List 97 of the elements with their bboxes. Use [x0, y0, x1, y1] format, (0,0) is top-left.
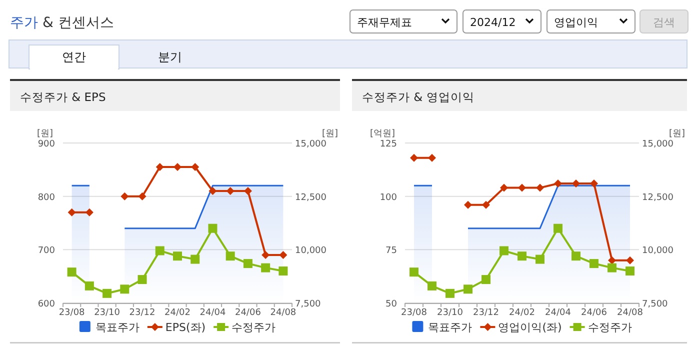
- y-tick-label: 600: [38, 300, 56, 310]
- y2-axis-title: [원]: [322, 129, 338, 139]
- y2-tick-label: 12,500: [642, 192, 674, 203]
- legend-label: 목표주가: [95, 321, 140, 334]
- legend-label: EPS(좌): [165, 321, 206, 334]
- x-tick-label: 24/04: [200, 308, 226, 318]
- point: [500, 184, 508, 192]
- y2-tick-label: 15,000: [295, 140, 327, 150]
- y2-tick-label: 10,000: [642, 246, 674, 256]
- x-tick-label: 23/12: [473, 308, 499, 318]
- x-tick-label: 24/06: [581, 308, 608, 318]
- x-tick-label: 24/08: [617, 308, 644, 318]
- point: [68, 208, 76, 216]
- y2-axis-title: [원]: [668, 129, 686, 139]
- point: [243, 259, 252, 268]
- y-tick-label: 75: [386, 246, 397, 256]
- legend-label: 수정주가: [588, 321, 632, 334]
- x-tick-label: 23/10: [94, 308, 120, 318]
- point: [554, 224, 562, 233]
- point: [190, 254, 200, 264]
- point: [279, 251, 288, 259]
- point: [518, 252, 526, 261]
- point: [590, 180, 598, 188]
- y2-tick-label: 10,000: [295, 246, 327, 256]
- point: [410, 268, 418, 277]
- point: [536, 184, 544, 192]
- point: [84, 281, 94, 290]
- x-tick-label: 23/08: [401, 308, 428, 318]
- text: 주재무제표: [357, 16, 412, 29]
- point: [608, 263, 616, 272]
- point: [120, 192, 129, 200]
- point: [572, 180, 580, 188]
- x-tick-label: 23/12: [129, 308, 156, 318]
- point: [102, 288, 112, 298]
- x-tick-label: 24/02: [509, 308, 535, 318]
- point: [120, 284, 130, 294]
- point: [482, 200, 490, 209]
- point: [446, 288, 454, 298]
- text: 영업이익: [554, 16, 598, 29]
- point: [500, 246, 508, 256]
- y2-tick-label: 7,500: [295, 300, 322, 310]
- text: 2024/12: [470, 16, 516, 29]
- y-tick-label: 100: [380, 192, 398, 203]
- point: [261, 263, 270, 272]
- point: [608, 256, 616, 264]
- text: 연간: [62, 50, 86, 64]
- x-tick-label: 23/08: [58, 308, 86, 318]
- point: [191, 163, 200, 171]
- chart-title: 수정주가 & EPS: [20, 90, 106, 104]
- y-tick-label: 800: [38, 192, 56, 203]
- y2-tick-label: 12,500: [295, 192, 327, 203]
- legend-label: 목표주가: [428, 321, 472, 334]
- y-tick-label: 700: [38, 246, 56, 256]
- point: [518, 184, 526, 192]
- point: [208, 224, 218, 233]
- point: [410, 154, 418, 162]
- y2-tick-label: 7,500: [642, 300, 668, 310]
- point: [572, 252, 580, 261]
- point: [464, 200, 472, 209]
- point: [156, 163, 164, 171]
- point: [626, 266, 634, 276]
- y-tick-label: 900: [38, 140, 56, 150]
- x-tick-label: 24/04: [545, 308, 572, 318]
- text: 검색: [653, 16, 675, 29]
- point: [226, 252, 235, 261]
- point: [482, 275, 490, 284]
- point: [67, 268, 76, 277]
- legend-label: 영업이익(좌): [498, 321, 562, 334]
- y2-tick-label: 15,000: [642, 140, 674, 150]
- point: [174, 163, 182, 171]
- y-tick-label: 125: [380, 140, 397, 150]
- y-tick-label: 50: [386, 300, 398, 310]
- point: [138, 192, 146, 200]
- x-tick-label: 24/08: [270, 308, 296, 318]
- point: [626, 256, 634, 264]
- y-axis-title: [억원]: [370, 129, 395, 139]
- point: [590, 259, 598, 268]
- y-axis-title: [원]: [36, 129, 53, 139]
- legend-label: 수정주가: [232, 321, 276, 334]
- point: [536, 254, 544, 264]
- x-tick-label: 24/06: [234, 308, 262, 318]
- point: [138, 275, 147, 284]
- text: 주가 & 컨센서스: [10, 15, 114, 31]
- point: [208, 187, 217, 195]
- point: [85, 208, 94, 216]
- point: [226, 187, 234, 195]
- point: [464, 284, 472, 294]
- point: [428, 154, 436, 162]
- point: [428, 281, 436, 290]
- chart-title: 수정주가 & 영업이익: [362, 90, 474, 104]
- point: [278, 266, 288, 276]
- x-tick-label: 24/02: [164, 308, 190, 318]
- text: 분기: [158, 50, 182, 64]
- x-tick-label: 23/10: [437, 308, 464, 318]
- point: [155, 246, 164, 256]
- point: [173, 252, 182, 261]
- point: [554, 180, 562, 188]
